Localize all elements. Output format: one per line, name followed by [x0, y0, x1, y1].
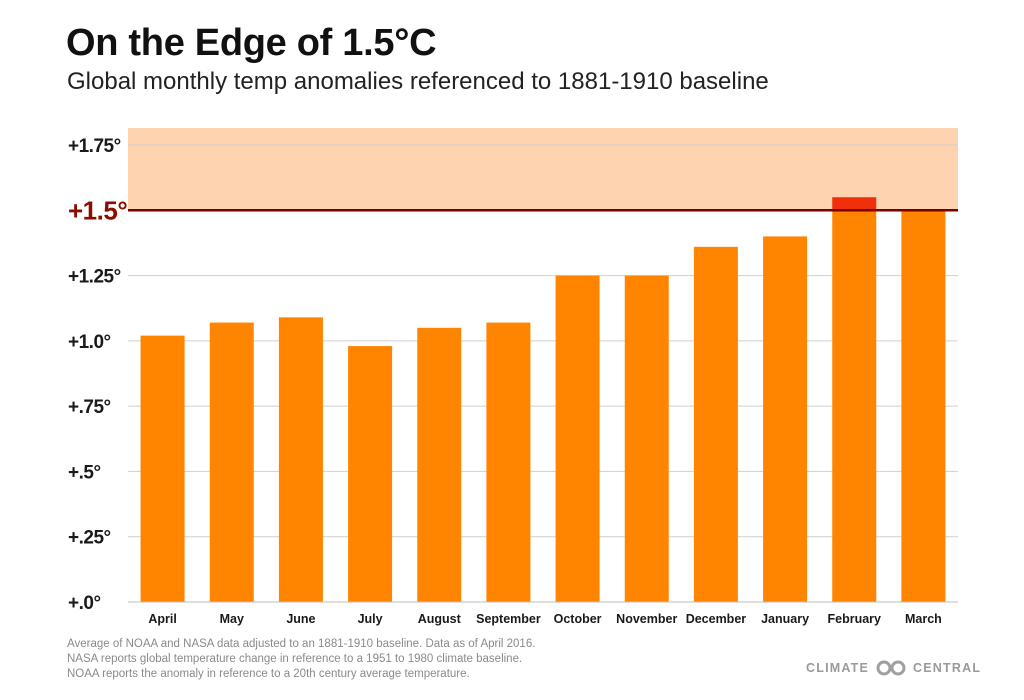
y-tick-label: +.5°	[68, 462, 101, 483]
bar	[763, 236, 808, 602]
chart-title: On the Edge of 1.5°C	[66, 22, 437, 64]
footnote-line: NOAA reports the anomaly in reference to…	[67, 668, 470, 680]
y-tick-label: +1.0°	[68, 332, 111, 353]
bar-chart: April May June July August September October No…	[68, 128, 958, 626]
x-tick-label: January	[761, 612, 809, 626]
linked-rings-icon	[876, 660, 906, 676]
bar	[693, 246, 738, 603]
x-tick-label: November	[616, 612, 677, 626]
y-tick-label: +.0°	[68, 593, 101, 614]
y-tick-label: +1.25°	[68, 267, 121, 288]
bar	[417, 327, 462, 602]
threshold-tick-label: +1.5°	[68, 195, 127, 225]
brand-right-text: CENTRAL	[913, 661, 982, 675]
x-tick-label: April	[148, 612, 176, 626]
bar	[486, 322, 531, 602]
x-tick-label: August	[418, 612, 462, 626]
bar	[832, 210, 877, 603]
x-tick-label: March	[905, 612, 942, 626]
bar	[555, 275, 600, 602]
threshold-zone	[128, 128, 958, 211]
y-tick-label: +1.75°	[68, 136, 121, 157]
climate-central-logo: CLIMATE CENTRAL	[806, 660, 981, 676]
footnotes: Average of NOAA and NASA data adjusted t…	[67, 637, 535, 682]
y-tick-label: +.75°	[68, 397, 111, 418]
chart-subtitle: Global monthly temp anomalies referenced…	[67, 68, 769, 95]
bar	[209, 322, 254, 602]
bar	[624, 275, 669, 602]
x-tick-label: June	[286, 612, 315, 626]
y-tick-label: +.25°	[68, 528, 111, 549]
x-tick-label: July	[358, 612, 383, 626]
bar-exceedance	[832, 197, 877, 211]
x-tick-label: May	[220, 612, 244, 626]
bar	[348, 346, 393, 602]
bar	[140, 335, 185, 602]
x-tick-label: October	[554, 612, 602, 626]
footnote-line: NASA reports global temperature change i…	[67, 653, 523, 665]
x-tick-label: December	[686, 612, 747, 626]
footnote-line: Average of NOAA and NASA data adjusted t…	[67, 638, 536, 650]
bar	[901, 210, 946, 603]
x-tick-label: September	[476, 612, 541, 626]
brand-left-text: CLIMATE	[806, 661, 870, 675]
x-tick-label: February	[828, 612, 882, 626]
bar	[278, 317, 323, 602]
